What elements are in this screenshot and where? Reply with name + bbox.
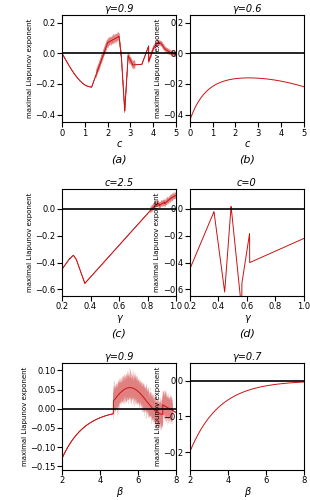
Y-axis label: maximal Liapunov exponent: maximal Liapunov exponent (22, 366, 28, 466)
Text: (b): (b) (239, 154, 255, 164)
Title: γ=0.7: γ=0.7 (232, 352, 262, 362)
Title: γ=0.6: γ=0.6 (232, 4, 262, 14)
Y-axis label: maximal Liapunov exponent: maximal Liapunov exponent (27, 193, 33, 292)
X-axis label: β: β (244, 486, 250, 496)
X-axis label: c: c (116, 139, 122, 149)
Title: γ=0.9: γ=0.9 (104, 352, 134, 362)
X-axis label: β: β (116, 486, 122, 496)
Title: γ=0.9: γ=0.9 (104, 4, 134, 14)
X-axis label: c: c (244, 139, 250, 149)
Y-axis label: maximal Liapunov exponent: maximal Liapunov exponent (154, 193, 161, 292)
Text: (a): (a) (111, 154, 127, 164)
Y-axis label: maximal Liapunov exponent: maximal Liapunov exponent (155, 19, 161, 118)
Y-axis label: maximal Liapunov exponent: maximal Liapunov exponent (155, 366, 161, 466)
Text: (c): (c) (112, 328, 126, 338)
Title: c=0: c=0 (237, 178, 257, 188)
Y-axis label: maximal Liapunov exponent: maximal Liapunov exponent (27, 19, 33, 118)
Title: c=2.5: c=2.5 (104, 178, 134, 188)
X-axis label: γ: γ (116, 313, 122, 323)
Text: (d): (d) (239, 328, 255, 338)
X-axis label: γ: γ (244, 313, 250, 323)
